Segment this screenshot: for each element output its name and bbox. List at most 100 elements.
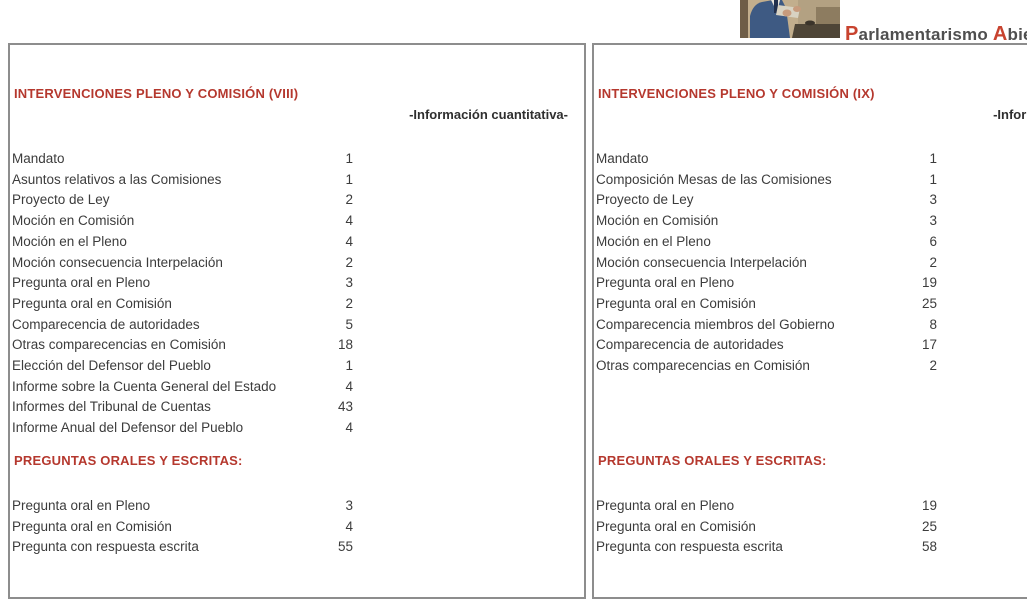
item-label: Comparecencia de autoridades bbox=[596, 337, 784, 353]
item-label: Asuntos relativos a las Comisiones bbox=[12, 171, 222, 187]
item-label: Informes del Tribunal de Cuentas bbox=[12, 399, 211, 415]
speaker-photo bbox=[740, 0, 840, 38]
item-value: 1 bbox=[345, 358, 353, 374]
list-item: Pregunta oral en Pleno 3 bbox=[12, 273, 353, 294]
item-label: Moción en el Pleno bbox=[12, 233, 127, 249]
brand-parlamentarismo-abierto: Parlamentarismo Abierto bbox=[845, 23, 1027, 46]
list-item: Mandato 1 bbox=[596, 149, 937, 170]
list-item: Comparecencia de autoridades 5 bbox=[12, 315, 353, 336]
item-label: Moción consecuencia Interpelación bbox=[596, 254, 807, 270]
item-value: 4 bbox=[345, 233, 353, 249]
item-value: 6 bbox=[929, 233, 937, 249]
item-label: Comparecencia de autoridades bbox=[12, 316, 200, 332]
item-value: 1 bbox=[929, 171, 937, 187]
item-label: Pregunta con respuesta escrita bbox=[596, 539, 783, 555]
item-value: 58 bbox=[921, 539, 937, 555]
item-label: Pregunta oral en Comisión bbox=[12, 295, 172, 311]
item-label: Pregunta con respuesta escrita bbox=[12, 539, 199, 555]
panel-subtitle-viii: -Información cuantitativa- bbox=[409, 107, 568, 122]
brand-word1: arlamentarismo bbox=[858, 25, 993, 44]
list-item: Asuntos relativos a las Comisiones 1 bbox=[12, 170, 353, 191]
list-item: Otras comparecencias en Comisión 2 bbox=[596, 356, 937, 377]
questions-section-title-viii: PREGUNTAS ORALES Y ESCRITAS: bbox=[14, 453, 243, 468]
list-item: Moción consecuencia Interpelación 2 bbox=[12, 253, 353, 274]
item-value: 2 bbox=[345, 192, 353, 208]
item-value: 43 bbox=[337, 399, 353, 415]
item-label: Moción en Comisión bbox=[596, 213, 719, 229]
list-item: Moción consecuencia Interpelación 2 bbox=[596, 253, 937, 274]
item-label: Pregunta oral en Pleno bbox=[12, 498, 151, 513]
item-value: 2 bbox=[345, 295, 353, 311]
item-label: Otras comparecencias en Comisión bbox=[596, 358, 810, 374]
list-item: Pregunta oral en Comisión 2 bbox=[12, 294, 353, 315]
interventions-list-ix: Mandato 1 Composición Mesas de las Comis… bbox=[596, 149, 937, 377]
list-item: Moción en el Pleno 6 bbox=[596, 232, 937, 253]
item-label: Otras comparecencias en Comisión bbox=[12, 337, 226, 353]
questions-list-ix: Pregunta oral en Pleno 19 Pregunta oral … bbox=[596, 496, 937, 558]
speaker-photo-graphic bbox=[740, 0, 840, 38]
brand-word2: bierto bbox=[1007, 25, 1027, 44]
list-item: Pregunta oral en Pleno 19 bbox=[596, 496, 937, 517]
questions-section-title-ix: PREGUNTAS ORALES Y ESCRITAS: bbox=[598, 453, 827, 468]
list-item: Informe sobre la Cuenta General del Esta… bbox=[12, 377, 353, 398]
item-value: 19 bbox=[921, 275, 937, 291]
list-item: Otras comparecencias en Comisión 18 bbox=[12, 335, 353, 356]
interventions-list-viii: Mandato 1 Asuntos relativos a las Comisi… bbox=[12, 149, 353, 439]
item-value: 1 bbox=[345, 151, 353, 166]
item-value: 8 bbox=[929, 316, 937, 332]
list-item: Moción en el Pleno 4 bbox=[12, 232, 353, 253]
list-item: Pregunta oral en Comisión 25 bbox=[596, 517, 937, 538]
item-value: 4 bbox=[345, 420, 353, 436]
list-item: Pregunta oral en Comisión 4 bbox=[12, 517, 353, 538]
list-item: Pregunta oral en Pleno 3 bbox=[12, 496, 353, 517]
item-value: 5 bbox=[345, 316, 353, 332]
item-value: 1 bbox=[345, 171, 353, 187]
item-value: 3 bbox=[929, 213, 937, 229]
item-label: Proyecto de Ley bbox=[596, 192, 694, 208]
list-item: Proyecto de Ley 3 bbox=[596, 190, 937, 211]
item-value: 55 bbox=[337, 539, 353, 555]
item-value: 25 bbox=[921, 295, 937, 311]
item-value: 2 bbox=[929, 254, 937, 270]
item-value: 19 bbox=[921, 498, 937, 513]
panel-title-ix: INTERVENCIONES PLENO Y COMISIÓN (IX) bbox=[598, 86, 875, 101]
item-label: Informe Anual del Defensor del Pueblo bbox=[12, 420, 244, 436]
item-value: 4 bbox=[345, 378, 353, 394]
list-item: Informe Anual del Defensor del Pueblo 4 bbox=[12, 418, 353, 439]
item-label: Proyecto de Ley bbox=[12, 192, 110, 208]
item-value: 3 bbox=[345, 498, 353, 513]
item-label: Mandato bbox=[596, 151, 649, 166]
item-value: 1 bbox=[929, 151, 937, 166]
list-item: Pregunta con respuesta escrita 58 bbox=[596, 537, 937, 558]
list-item: Pregunta oral en Comisión 25 bbox=[596, 294, 937, 315]
list-item: Comparecencia miembros del Gobierno 8 bbox=[596, 315, 937, 336]
item-value: 18 bbox=[337, 337, 353, 353]
item-label: Pregunta oral en Pleno bbox=[12, 275, 151, 291]
item-label: Mandato bbox=[12, 151, 65, 166]
list-item: Proyecto de Ley 2 bbox=[12, 190, 353, 211]
item-value: 4 bbox=[345, 213, 353, 229]
item-label: Informe sobre la Cuenta General del Esta… bbox=[12, 378, 277, 394]
list-item: Moción en Comisión 4 bbox=[12, 211, 353, 232]
list-item: Composición Mesas de las Comisiones 1 bbox=[596, 170, 937, 191]
item-label: Pregunta oral en Comisión bbox=[12, 518, 172, 534]
list-item: Informes del Tribunal de Cuentas 43 bbox=[12, 397, 353, 418]
list-item: Pregunta oral en Pleno 19 bbox=[596, 273, 937, 294]
item-label: Elección del Defensor del Pueblo bbox=[12, 358, 211, 374]
panel-title-viii: INTERVENCIONES PLENO Y COMISIÓN (VIII) bbox=[14, 86, 299, 101]
list-item: Moción en Comisión 3 bbox=[596, 211, 937, 232]
item-label: Moción en el Pleno bbox=[596, 233, 711, 249]
item-value: 17 bbox=[921, 337, 937, 353]
brand-initial-p: P bbox=[845, 23, 859, 45]
item-value: 2 bbox=[345, 254, 353, 270]
item-label: Composición Mesas de las Comisiones bbox=[596, 171, 832, 187]
panel-subtitle-ix: -Información cuantitativa- bbox=[993, 107, 1027, 122]
item-value: 4 bbox=[345, 518, 353, 534]
item-label: Comparecencia miembros del Gobierno bbox=[596, 316, 835, 332]
item-value: 3 bbox=[345, 275, 353, 291]
item-label: Pregunta oral en Comisión bbox=[596, 295, 756, 311]
item-label: Moción consecuencia Interpelación bbox=[12, 254, 223, 270]
panel-intervenciones-viii: INTERVENCIONES PLENO Y COMISIÓN (VIII) -… bbox=[8, 43, 586, 599]
item-label: Pregunta oral en Comisión bbox=[596, 518, 756, 534]
item-label: Moción en Comisión bbox=[12, 213, 135, 229]
